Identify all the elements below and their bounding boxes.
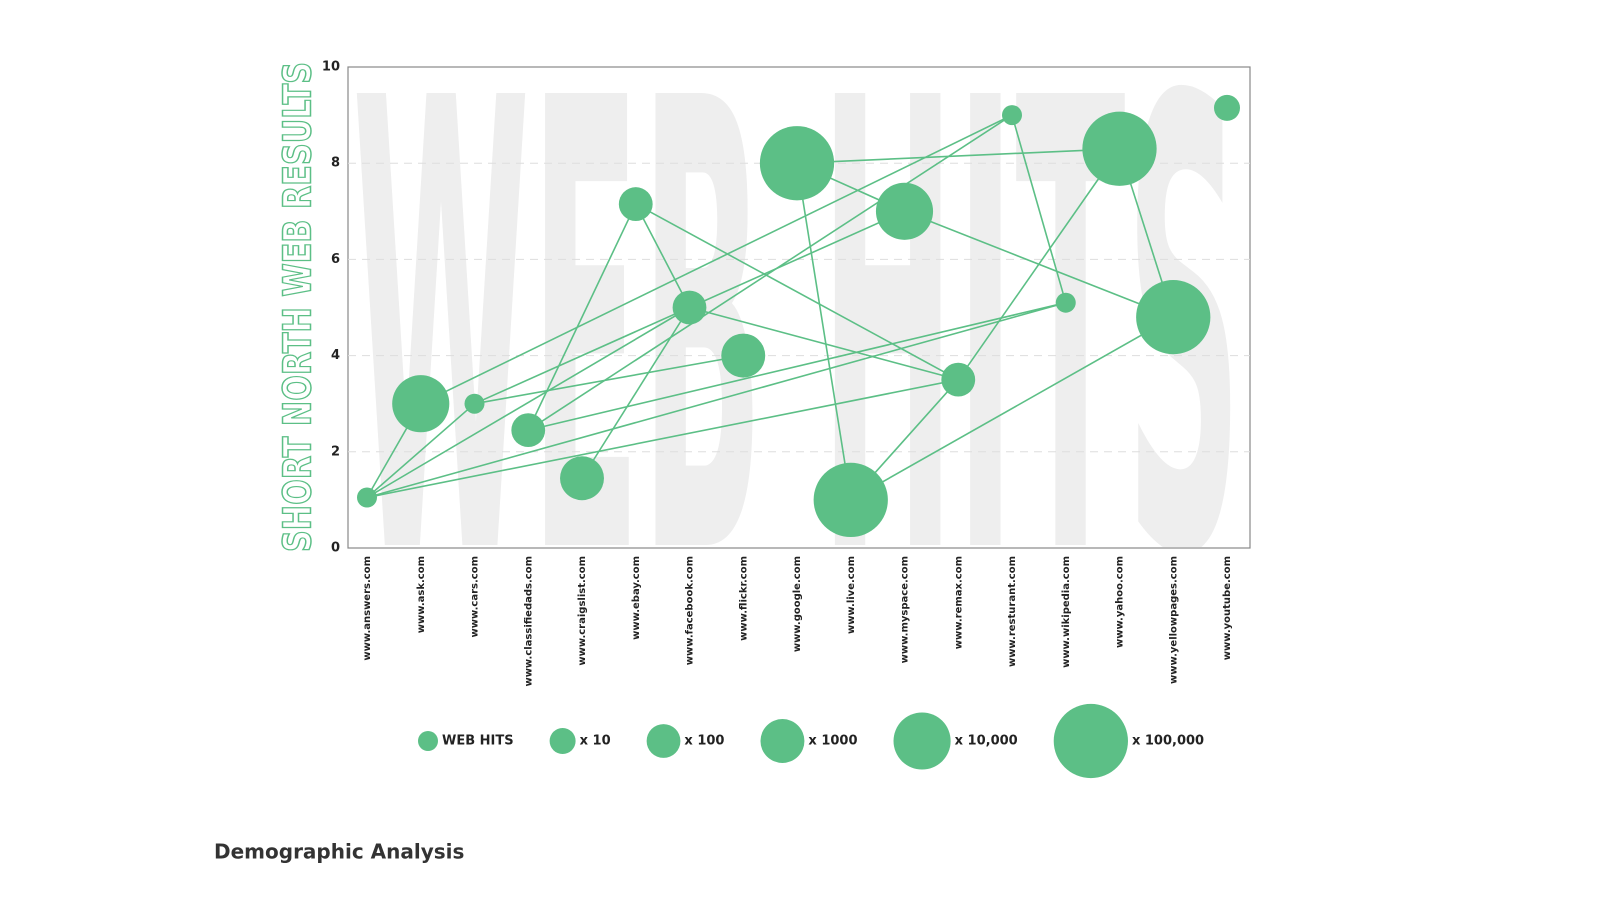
bubble [813,462,888,538]
link-line [796,163,852,501]
bubble [1214,94,1240,121]
legend-swatch [418,731,438,751]
x-tick-label: www.google.com [792,556,803,652]
y-tick-label: 0 [331,541,340,556]
y-tick-label: 4 [331,348,340,363]
y-axis-label: SHORT NORTH WEB RESULTS [276,62,320,552]
x-tick-label: www.classifiedads.com [523,556,534,687]
legend-label: x 100 [684,734,724,749]
legend-label: x 10,000 [955,734,1018,749]
link-line [581,307,691,479]
bubble [1082,111,1157,186]
legend-label: x 10 [580,734,611,749]
legend-label: WEB HITS [442,734,514,749]
x-tick-label: www.resturant.com [1007,556,1018,667]
x-tick-label: www.remax.com [953,556,964,649]
x-tick-label: www.wikipedia.com [1061,556,1072,668]
x-tick-label: www.ask.com [416,556,427,633]
link-line [420,114,1013,405]
x-tick-label: www.youtube.com [1222,556,1233,660]
link-line [689,306,959,381]
bubble [672,290,707,325]
x-tick-label: www.ebay.com [631,556,642,640]
link-line [1011,114,1067,303]
bubble [1002,105,1022,126]
legend-label: x 100,000 [1132,734,1204,749]
legend-swatch [1053,703,1128,779]
bubble [511,413,546,448]
bubble [759,126,835,201]
y-tick-label: 10 [322,60,340,75]
link-line [527,114,1013,431]
link-line [957,148,1121,381]
x-tick-label: www.myspace.com [900,556,911,663]
y-tick-label: 8 [331,156,340,171]
link-line [635,203,691,308]
bubble [721,333,766,378]
link-line [366,306,690,499]
bubble [618,187,653,221]
x-tick-label: www.flickr.com [738,556,749,641]
legend-swatch [549,728,576,754]
bubble [357,487,377,508]
legend-swatch [760,719,805,763]
bubble [1136,279,1211,355]
link-line [528,301,1066,431]
bubble [1055,292,1076,313]
link-line [366,403,476,499]
x-tick-label: www.live.com [846,556,857,634]
link-line [635,203,959,381]
bubble [875,182,934,240]
x-tick-label: www.answers.com [362,556,373,661]
link-line [527,203,637,431]
x-tick-label: www.cars.com [470,556,481,637]
bubble [392,375,450,433]
y-tick-label: 2 [331,444,340,459]
link-line [366,301,1066,499]
bubble [560,456,604,501]
bubble [464,393,485,414]
x-tick-label: www.yellowpages.com [1168,556,1179,684]
legend-label: x 1000 [808,734,857,749]
x-tick-label: www.yahoo.com [1115,556,1126,648]
legend-swatch [646,724,681,758]
legend-swatch [893,712,951,770]
x-tick-label: www.facebook.com [685,556,696,665]
x-tick-label: www.craigslist.com [577,556,588,666]
link-line [366,378,959,499]
link-line [850,316,1174,501]
link-line [796,147,1120,164]
bubble [941,362,976,397]
link-line [474,354,744,405]
caption: Demographic Analysis [214,840,464,864]
y-tick-label: 6 [331,252,340,267]
